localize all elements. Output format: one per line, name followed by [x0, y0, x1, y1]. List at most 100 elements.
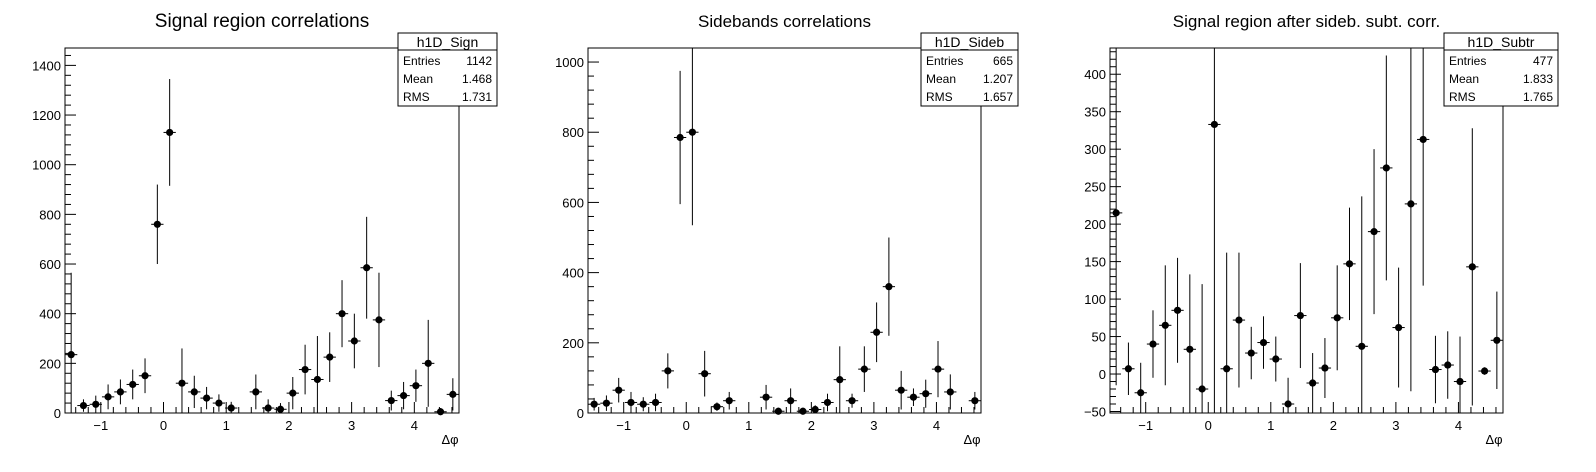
data-point [661, 353, 674, 389]
y-tick-label: 200 [1084, 217, 1106, 232]
data-point [212, 394, 226, 412]
marker [1456, 377, 1464, 386]
plot-frame [1109, 47, 1504, 414]
stats-key: RMS [1449, 90, 1476, 104]
data-point [1404, 48, 1418, 392]
data-point [698, 350, 711, 397]
marker [1161, 321, 1169, 329]
marker [1419, 135, 1427, 144]
marker [725, 397, 733, 405]
x-tick-label: 0 [1205, 418, 1212, 433]
x-tick-label: 1 [745, 418, 752, 433]
marker [774, 407, 782, 415]
marker [338, 310, 346, 318]
marker [1223, 365, 1231, 373]
y-axis: 0 200 400 600 800 1000 [555, 47, 599, 421]
y-tick-label: 200 [39, 356, 61, 371]
data-point [101, 384, 115, 410]
marker [264, 404, 272, 412]
marker [1173, 306, 1182, 314]
data-point [637, 397, 650, 412]
stats-key: Entries [926, 54, 963, 68]
chart-title: Sidebands correlations [698, 12, 871, 31]
x-tick-label: 3 [348, 418, 355, 433]
stats-value: 1.765 [1523, 90, 1553, 104]
marker [1345, 260, 1354, 268]
marker [399, 392, 408, 400]
marker [375, 316, 383, 324]
data-point [649, 393, 662, 412]
data-point [723, 391, 736, 410]
data-point [175, 348, 189, 413]
marker [922, 390, 930, 398]
marker [276, 405, 285, 413]
x-tick-label: 3 [870, 418, 877, 433]
y-tick-label: 0 [577, 406, 584, 421]
marker [639, 400, 647, 408]
y-tick-label: 400 [39, 307, 61, 322]
marker [289, 389, 297, 397]
marker [202, 394, 211, 402]
stats-key: Entries [1449, 54, 1486, 68]
marker [1124, 365, 1133, 373]
data-point [1355, 196, 1368, 413]
data-point [968, 391, 981, 410]
marker [627, 398, 635, 407]
x-tick-label: 0 [160, 418, 167, 433]
data-point [1306, 353, 1319, 413]
stats-frame [397, 32, 498, 107]
data-point [784, 388, 797, 413]
marker [1247, 349, 1255, 357]
marker [713, 403, 721, 411]
data-point [126, 369, 139, 400]
x-tick-label: 0 [683, 418, 690, 433]
plot-frame [64, 47, 460, 414]
data-point [446, 378, 459, 411]
y-tick-label: 600 [562, 195, 584, 210]
marker [252, 388, 260, 396]
marker [104, 393, 112, 401]
data-point [188, 375, 201, 409]
marker [313, 375, 322, 384]
marker [860, 365, 868, 373]
y-tick-label: 400 [562, 266, 584, 281]
data-point [1466, 128, 1479, 406]
marker [688, 128, 696, 136]
y-tick-label: −50 [1084, 405, 1106, 420]
data-point [1294, 263, 1307, 369]
data-point [274, 403, 287, 413]
marker [762, 393, 770, 401]
marker [1480, 367, 1489, 375]
y-tick-label: 0 [54, 406, 61, 421]
marker [909, 393, 918, 401]
marker [363, 264, 371, 272]
marker [590, 400, 598, 408]
marker [897, 386, 905, 394]
data-point [151, 184, 164, 265]
chart-panel-1: Signal region correlations −1 0 1 2 3 4 Δφ 0 200 4… [32, 11, 498, 447]
marker [1309, 379, 1317, 387]
stats-key: RMS [926, 90, 953, 104]
stats-key: RMS [403, 90, 430, 104]
y-tick-label: 1200 [32, 108, 61, 123]
data-point [821, 393, 834, 412]
marker [971, 397, 979, 405]
stats-value: 1.657 [983, 90, 1013, 104]
data-point [1195, 284, 1209, 413]
stats-key: Mean [1449, 72, 1479, 86]
data-point [1318, 338, 1332, 399]
stats-value: 665 [993, 54, 1013, 68]
stats-value: 477 [1533, 54, 1553, 68]
data-point [624, 391, 638, 413]
stats-value: 1.833 [1523, 72, 1553, 86]
data-point [1343, 207, 1356, 321]
data-point [600, 395, 613, 411]
marker [350, 337, 358, 345]
marker [885, 283, 893, 291]
data-point [907, 388, 920, 406]
x-tick-label: 2 [285, 418, 292, 433]
marker [873, 328, 881, 336]
y-tick-label: 50 [1092, 330, 1106, 345]
x-tick-label: −1 [1138, 418, 1153, 433]
data-point [710, 402, 724, 411]
